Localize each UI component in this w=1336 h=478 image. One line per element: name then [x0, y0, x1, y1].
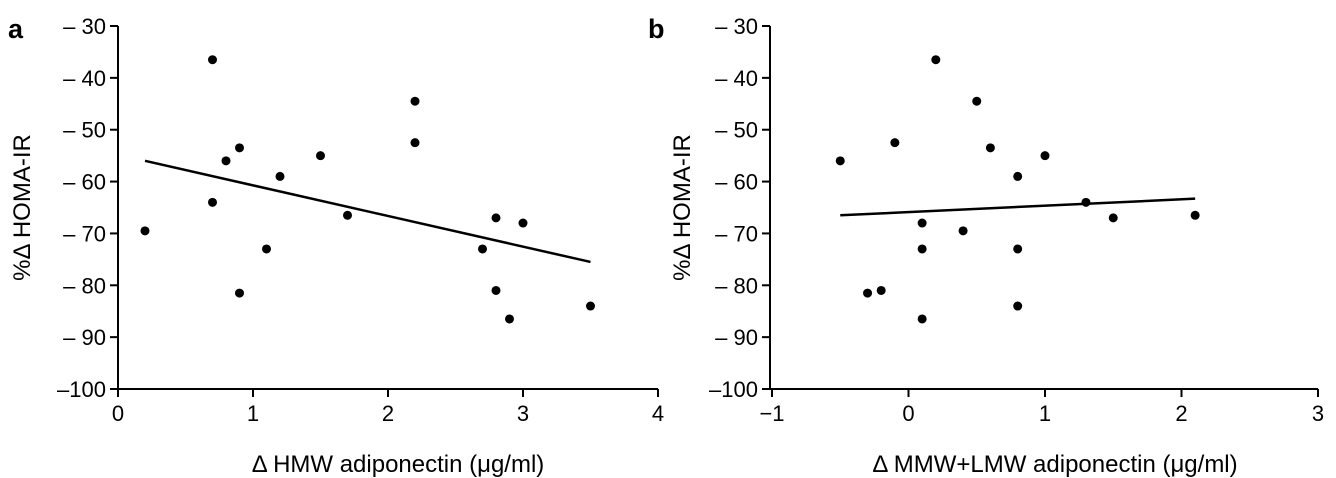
- a-data-point: [275, 171, 285, 181]
- a-y-tick-label: – 30: [63, 14, 106, 39]
- b-data-point: [972, 96, 982, 106]
- a-data-point: [235, 143, 244, 153]
- b-data-point: [1081, 197, 1091, 207]
- b-x-axis-label: Δ MMW+LMW adiponectin (μg/ml): [872, 451, 1237, 478]
- b-data-point: [958, 226, 968, 236]
- b-data-point: [876, 285, 886, 295]
- b-y-tick-label: – 30: [715, 14, 758, 39]
- b-y-tick-label: – 90: [715, 325, 758, 350]
- b-data-point: [1013, 171, 1023, 181]
- b-data-point: [917, 244, 927, 254]
- a-data-point: [478, 244, 487, 254]
- b-data-point: [890, 138, 900, 148]
- a-data-point: [235, 288, 244, 298]
- a-y-axis-label: %Δ HOMA-IR: [9, 134, 36, 281]
- b-data-point: [1013, 301, 1023, 311]
- b-y-tick-label: –100: [709, 377, 758, 402]
- a-y-tick-label: – 50: [63, 118, 106, 143]
- a-data-point: [410, 96, 420, 106]
- b-x-tick-label: 3: [1312, 401, 1324, 426]
- b-y-tick-label: – 40: [715, 66, 758, 91]
- a-x-tick-label: 3: [517, 401, 529, 426]
- b-y-axis-label: %Δ HOMA-IR: [669, 134, 696, 281]
- a-data-point: [518, 218, 528, 228]
- a-data-point: [316, 151, 325, 161]
- a-data-point: [491, 213, 501, 223]
- a-x-tick-label: 1: [247, 401, 259, 426]
- b-data-point: [1013, 244, 1023, 254]
- a-data-point: [410, 138, 420, 148]
- a-data-point: [262, 244, 271, 254]
- b-data-point: [863, 288, 873, 298]
- b-y-tick-label: – 80: [715, 273, 758, 298]
- a-y-tick-label: – 70: [63, 221, 106, 246]
- panel-b: b – 30 – 40 – 50 – 60 – 70 – 80 – 90 –100−1 0 1 2 3 Δ…: [648, 14, 1324, 478]
- a-regression-line: [144, 159, 591, 264]
- a-data-point: [343, 210, 352, 220]
- a-y-tick-label: – 90: [63, 325, 106, 350]
- a-data-point: [491, 285, 501, 295]
- a-y-tick-label: – 60: [63, 170, 106, 195]
- a-data-point: [586, 301, 595, 311]
- a-data-point: [221, 156, 231, 166]
- a-x-tick-label: 4: [652, 401, 664, 426]
- b-data-point: [835, 156, 845, 166]
- b-y-tick-label: – 60: [715, 170, 758, 195]
- b-x-tick-label: 0: [902, 401, 914, 426]
- a-y-tick-label: – 40: [63, 66, 106, 91]
- b-x-tick-label: 2: [1175, 401, 1187, 426]
- b-x-tick-label: −1: [759, 401, 784, 426]
- b-data-point: [985, 143, 995, 153]
- b-x-tick-label: 1: [1039, 401, 1051, 426]
- a-data-point: [140, 226, 150, 236]
- a-x-axis-label: Δ HMW adiponectin (μg/ml): [252, 451, 545, 478]
- a-y-tick-label: –100: [57, 377, 106, 402]
- a-data-point: [208, 197, 217, 207]
- a-data-point: [505, 314, 514, 324]
- b-panel-label: b: [648, 14, 665, 44]
- b-y-tick-label: – 50: [715, 118, 758, 143]
- a-y-tick-label: – 80: [63, 273, 106, 298]
- b-regression-line: [840, 197, 1196, 217]
- b-data-point: [1190, 210, 1200, 220]
- a-x-tick-label: 0: [112, 401, 124, 426]
- a-data-point: [208, 55, 217, 65]
- a-x-tick-label: 2: [382, 401, 394, 426]
- b-data-point: [917, 314, 927, 324]
- a-panel-label: a: [8, 14, 24, 44]
- b-data-point: [1040, 151, 1050, 161]
- b-data-point: [917, 218, 927, 228]
- b-data-point: [1108, 213, 1118, 223]
- b-y-tick-label: – 70: [715, 221, 758, 246]
- b-data-point: [931, 55, 941, 65]
